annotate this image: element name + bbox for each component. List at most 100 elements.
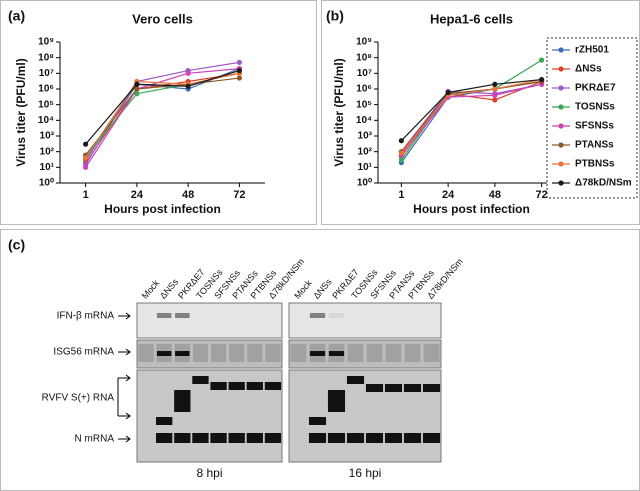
legend-label: PTANSs bbox=[575, 140, 614, 151]
arrow bbox=[118, 435, 131, 443]
gel-strip bbox=[136, 302, 283, 339]
band bbox=[264, 382, 282, 390]
band bbox=[346, 433, 365, 443]
legend-marker bbox=[558, 123, 564, 129]
band bbox=[404, 344, 421, 362]
lane-label: Mock bbox=[292, 278, 314, 301]
series-line bbox=[400, 80, 542, 153]
data-point bbox=[236, 67, 242, 74]
band bbox=[423, 344, 440, 362]
y-axis-label: Virus titer (PFU/ml) bbox=[332, 58, 346, 166]
x-tick-label: 48 bbox=[489, 189, 501, 201]
data-point bbox=[492, 86, 498, 92]
arrow bbox=[118, 312, 131, 320]
y-tick-label: 10⁴ bbox=[38, 115, 54, 126]
legend-label: SFSNSs bbox=[575, 121, 614, 132]
y-tick-label: 10² bbox=[40, 146, 55, 157]
y-tick-label: 10⁸ bbox=[38, 52, 54, 63]
band bbox=[327, 433, 346, 443]
y-tick-label: 10² bbox=[358, 146, 373, 157]
band bbox=[229, 344, 245, 362]
band bbox=[365, 433, 384, 443]
band bbox=[385, 344, 402, 362]
band bbox=[264, 433, 282, 443]
series-line bbox=[85, 72, 240, 159]
series-line bbox=[85, 68, 240, 168]
legend-marker bbox=[558, 85, 564, 91]
gel-strip bbox=[288, 302, 442, 339]
y-tick-label: 10⁹ bbox=[356, 37, 372, 48]
data-point bbox=[83, 141, 89, 147]
band bbox=[174, 390, 191, 412]
x-tick-label: 24 bbox=[442, 189, 455, 201]
legend-marker bbox=[558, 104, 564, 110]
data-point bbox=[134, 91, 140, 97]
band bbox=[156, 417, 173, 425]
band bbox=[328, 313, 345, 318]
data-point bbox=[83, 164, 89, 170]
legend-label: ΔNSs bbox=[575, 64, 602, 75]
band bbox=[210, 433, 227, 443]
arrow bbox=[118, 348, 131, 356]
band bbox=[422, 384, 441, 392]
band bbox=[192, 376, 209, 384]
band bbox=[384, 384, 403, 392]
band bbox=[210, 382, 227, 390]
chart-title: Hepa1-6 cells bbox=[430, 11, 513, 26]
y-tick-label: 10⁵ bbox=[356, 99, 372, 110]
legend-marker bbox=[558, 47, 564, 53]
x-axis-label: Hours post infection bbox=[104, 202, 221, 216]
time-label: 16 hpi bbox=[349, 466, 382, 480]
y-tick-label: 10¹ bbox=[40, 162, 55, 173]
data-point bbox=[134, 81, 140, 87]
band bbox=[228, 433, 245, 443]
band bbox=[403, 433, 422, 443]
series-line bbox=[400, 78, 542, 154]
series-line bbox=[400, 78, 542, 142]
time-label: 8 hpi bbox=[196, 466, 222, 480]
legend-box bbox=[546, 37, 638, 199]
band bbox=[347, 344, 364, 362]
series-line bbox=[85, 77, 240, 156]
legend-label: rZH501 bbox=[575, 45, 609, 56]
band bbox=[403, 384, 422, 392]
band bbox=[365, 384, 384, 392]
legend-label: PTBNSs bbox=[575, 159, 615, 170]
data-point bbox=[492, 92, 498, 98]
panel-frame bbox=[0, 0, 317, 225]
data-point bbox=[398, 150, 404, 156]
y-tick-label: 10⁹ bbox=[38, 37, 54, 48]
row-label: ISG56 mRNA bbox=[53, 347, 114, 358]
series-line bbox=[400, 80, 542, 163]
band bbox=[327, 390, 346, 412]
y-tick-label: 10⁷ bbox=[39, 68, 54, 79]
y-tick-label: 10⁶ bbox=[38, 84, 54, 95]
y-tick-label: 10³ bbox=[40, 131, 55, 142]
data-point bbox=[492, 97, 498, 103]
data-point bbox=[236, 75, 242, 81]
legend-marker bbox=[558, 66, 564, 72]
band bbox=[265, 344, 281, 362]
legend-marker bbox=[558, 142, 564, 148]
band bbox=[228, 382, 245, 390]
series-line bbox=[85, 70, 240, 145]
legend-marker bbox=[558, 180, 564, 186]
data-point bbox=[398, 157, 404, 163]
band bbox=[308, 417, 327, 425]
band bbox=[175, 313, 190, 318]
legend-marker bbox=[558, 161, 564, 167]
data-point bbox=[398, 138, 404, 144]
data-point bbox=[185, 70, 191, 76]
band bbox=[175, 351, 190, 356]
panel-label: (b) bbox=[326, 8, 344, 24]
x-tick-label: 72 bbox=[536, 189, 548, 201]
band bbox=[328, 351, 345, 356]
band bbox=[192, 344, 209, 362]
series-line bbox=[85, 68, 240, 161]
row-label: IFN-β mRNA bbox=[57, 311, 115, 322]
y-tick-label: 10⁴ bbox=[356, 115, 372, 126]
y-tick-label: 10⁸ bbox=[356, 52, 372, 63]
lane-label: ΔNSs bbox=[311, 276, 334, 300]
panel-label: (a) bbox=[8, 8, 25, 24]
y-tick-label: 10⁶ bbox=[356, 84, 372, 95]
